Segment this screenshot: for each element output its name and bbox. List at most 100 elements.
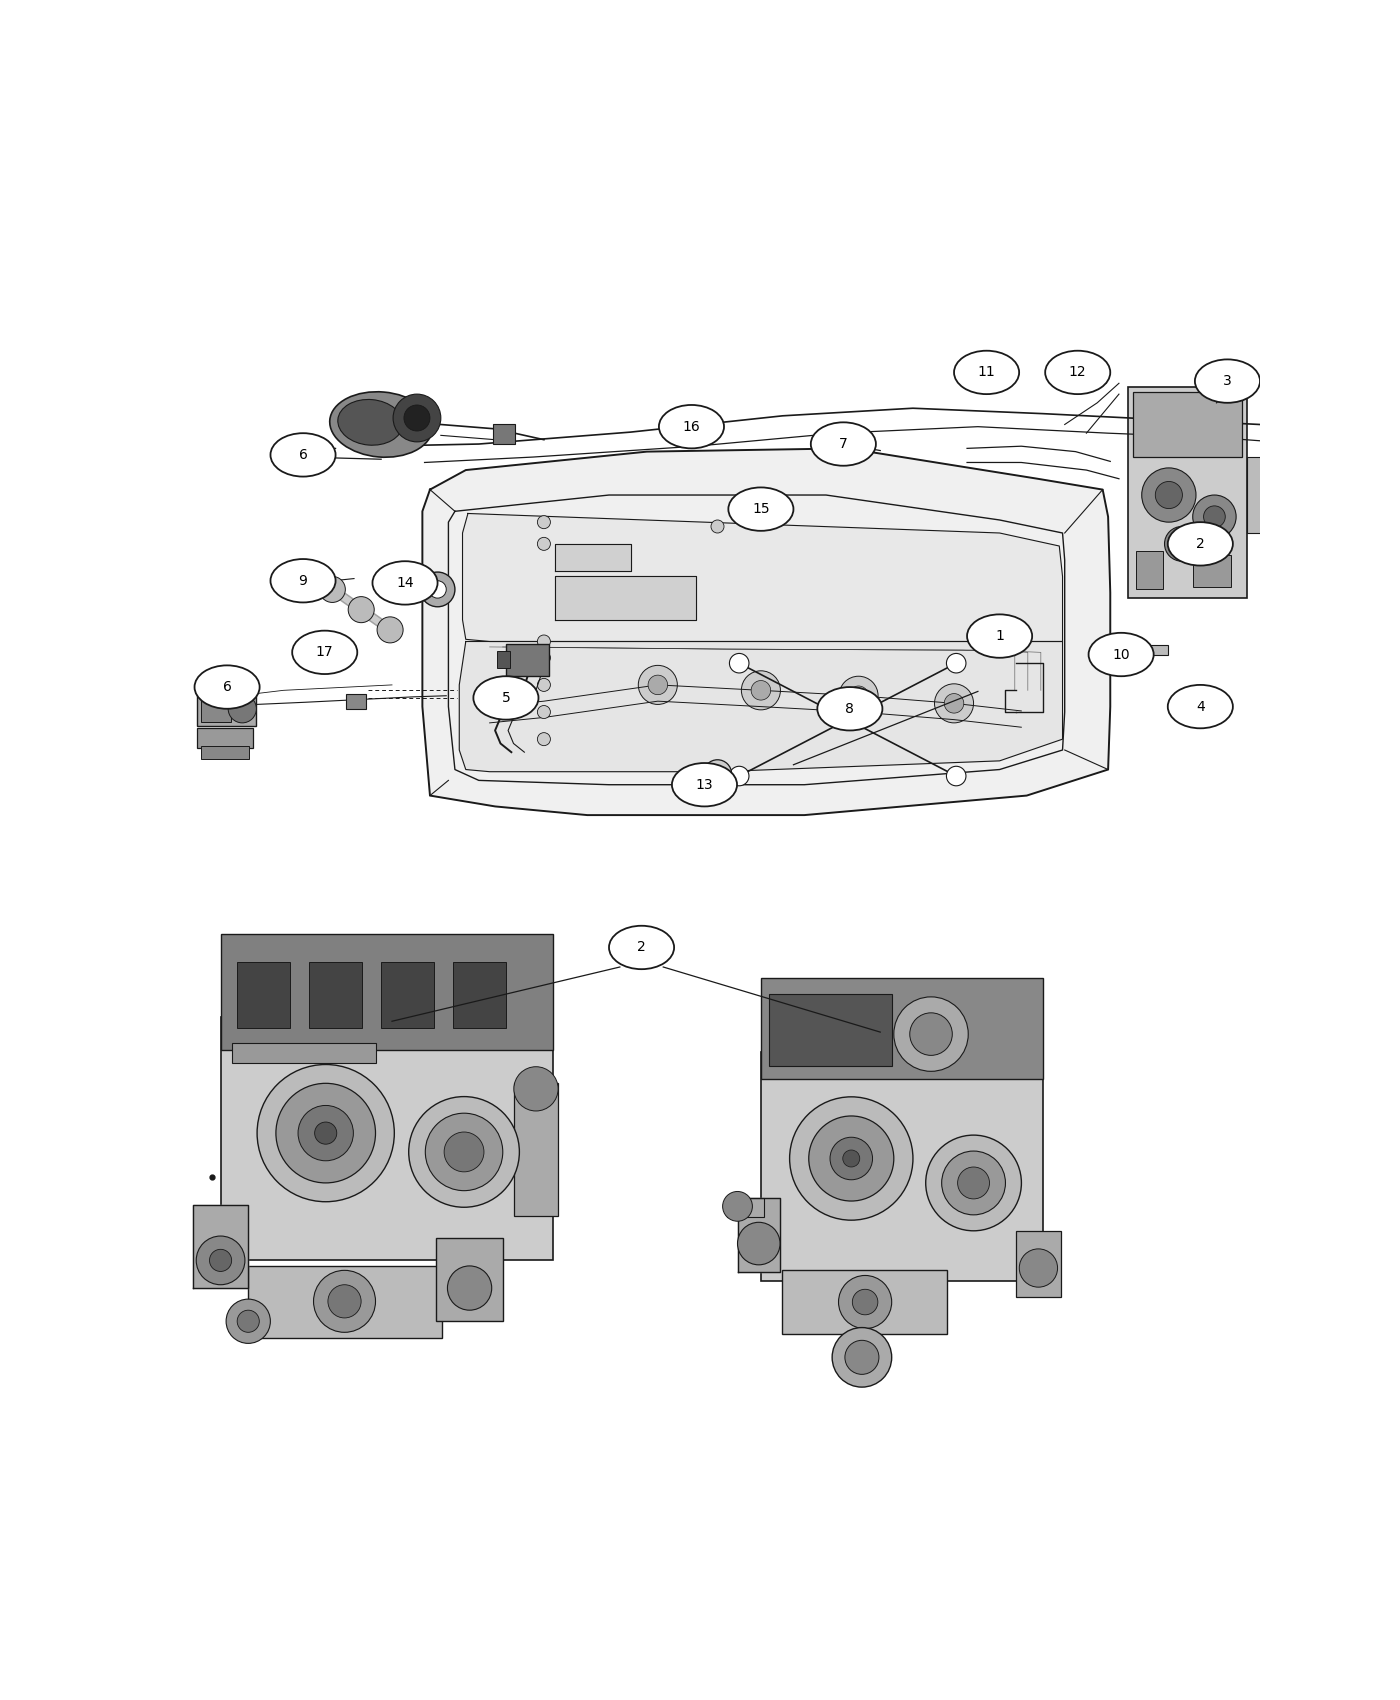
Text: 12: 12 — [1070, 366, 1086, 379]
Bar — [381, 962, 434, 1028]
Polygon shape — [423, 449, 1110, 814]
Bar — [237, 962, 290, 1028]
Circle shape — [958, 1166, 990, 1198]
Bar — [231, 1044, 375, 1064]
Bar — [1127, 386, 1247, 598]
Circle shape — [839, 1275, 892, 1329]
Circle shape — [839, 677, 878, 716]
Text: 8: 8 — [846, 702, 854, 716]
Bar — [493, 425, 515, 444]
Circle shape — [377, 617, 403, 643]
Ellipse shape — [659, 405, 724, 449]
Circle shape — [711, 520, 724, 534]
Circle shape — [1019, 1250, 1057, 1287]
Circle shape — [1155, 481, 1183, 508]
Circle shape — [738, 1222, 780, 1265]
Ellipse shape — [195, 665, 259, 709]
Circle shape — [538, 706, 550, 719]
Circle shape — [196, 1236, 245, 1285]
Circle shape — [420, 573, 455, 607]
Ellipse shape — [728, 488, 794, 530]
Ellipse shape — [270, 559, 336, 602]
Ellipse shape — [1196, 359, 1260, 403]
Bar — [1016, 1231, 1061, 1297]
Text: 2: 2 — [1196, 537, 1204, 551]
Bar — [454, 962, 505, 1028]
Circle shape — [830, 1137, 872, 1180]
Text: 7: 7 — [839, 437, 848, 451]
Ellipse shape — [372, 561, 438, 605]
Circle shape — [319, 576, 346, 602]
Circle shape — [925, 1136, 1022, 1231]
Circle shape — [790, 1096, 913, 1221]
Circle shape — [711, 767, 724, 780]
Circle shape — [648, 675, 668, 695]
Circle shape — [538, 678, 550, 692]
Circle shape — [538, 537, 550, 551]
Circle shape — [210, 1250, 231, 1272]
Bar — [221, 1017, 553, 1260]
Circle shape — [832, 1328, 892, 1387]
Bar — [1133, 393, 1242, 457]
Circle shape — [514, 1066, 559, 1112]
Text: 6: 6 — [298, 447, 308, 462]
Text: 14: 14 — [396, 576, 414, 590]
Text: 2: 2 — [637, 940, 645, 954]
Text: 11: 11 — [977, 366, 995, 379]
Circle shape — [314, 1270, 375, 1333]
Ellipse shape — [293, 631, 357, 675]
Circle shape — [935, 683, 973, 722]
Circle shape — [839, 711, 857, 729]
Ellipse shape — [1168, 522, 1233, 566]
Ellipse shape — [1168, 685, 1233, 728]
Circle shape — [638, 665, 678, 704]
Circle shape — [703, 760, 732, 789]
Circle shape — [237, 1311, 259, 1333]
Circle shape — [428, 581, 447, 598]
Bar — [1137, 551, 1163, 590]
Bar — [770, 994, 892, 1066]
Circle shape — [298, 1105, 353, 1161]
Bar — [196, 680, 256, 726]
Circle shape — [742, 672, 780, 711]
Bar — [1135, 644, 1168, 654]
Circle shape — [1165, 527, 1200, 561]
Circle shape — [538, 733, 550, 746]
Circle shape — [444, 1132, 484, 1171]
Polygon shape — [462, 513, 1063, 641]
Bar — [727, 1198, 764, 1217]
Text: 9: 9 — [298, 573, 308, 588]
Ellipse shape — [609, 927, 673, 969]
Ellipse shape — [953, 350, 1019, 394]
Ellipse shape — [330, 391, 433, 457]
Ellipse shape — [811, 422, 876, 466]
Circle shape — [942, 1151, 1005, 1216]
Text: 5: 5 — [501, 690, 510, 706]
Text: 10: 10 — [1113, 648, 1130, 661]
Circle shape — [752, 680, 770, 700]
Bar — [196, 728, 253, 748]
Bar — [505, 644, 549, 677]
Text: 13: 13 — [696, 777, 713, 792]
Circle shape — [910, 1013, 952, 1056]
Bar — [309, 962, 363, 1028]
Circle shape — [228, 695, 256, 722]
Circle shape — [846, 1340, 879, 1374]
Circle shape — [409, 1096, 519, 1207]
Text: 16: 16 — [683, 420, 700, 434]
Bar — [202, 746, 249, 758]
Bar — [248, 1266, 442, 1338]
Circle shape — [729, 767, 749, 785]
Ellipse shape — [818, 687, 882, 731]
Polygon shape — [554, 576, 696, 620]
Circle shape — [426, 1114, 503, 1190]
Circle shape — [258, 1064, 395, 1202]
Circle shape — [893, 996, 969, 1071]
Circle shape — [538, 636, 550, 648]
Bar — [762, 977, 1043, 1080]
Circle shape — [393, 394, 441, 442]
Text: 6: 6 — [223, 680, 231, 694]
Circle shape — [946, 767, 966, 785]
Bar — [1247, 457, 1268, 534]
Bar — [762, 1052, 1043, 1280]
